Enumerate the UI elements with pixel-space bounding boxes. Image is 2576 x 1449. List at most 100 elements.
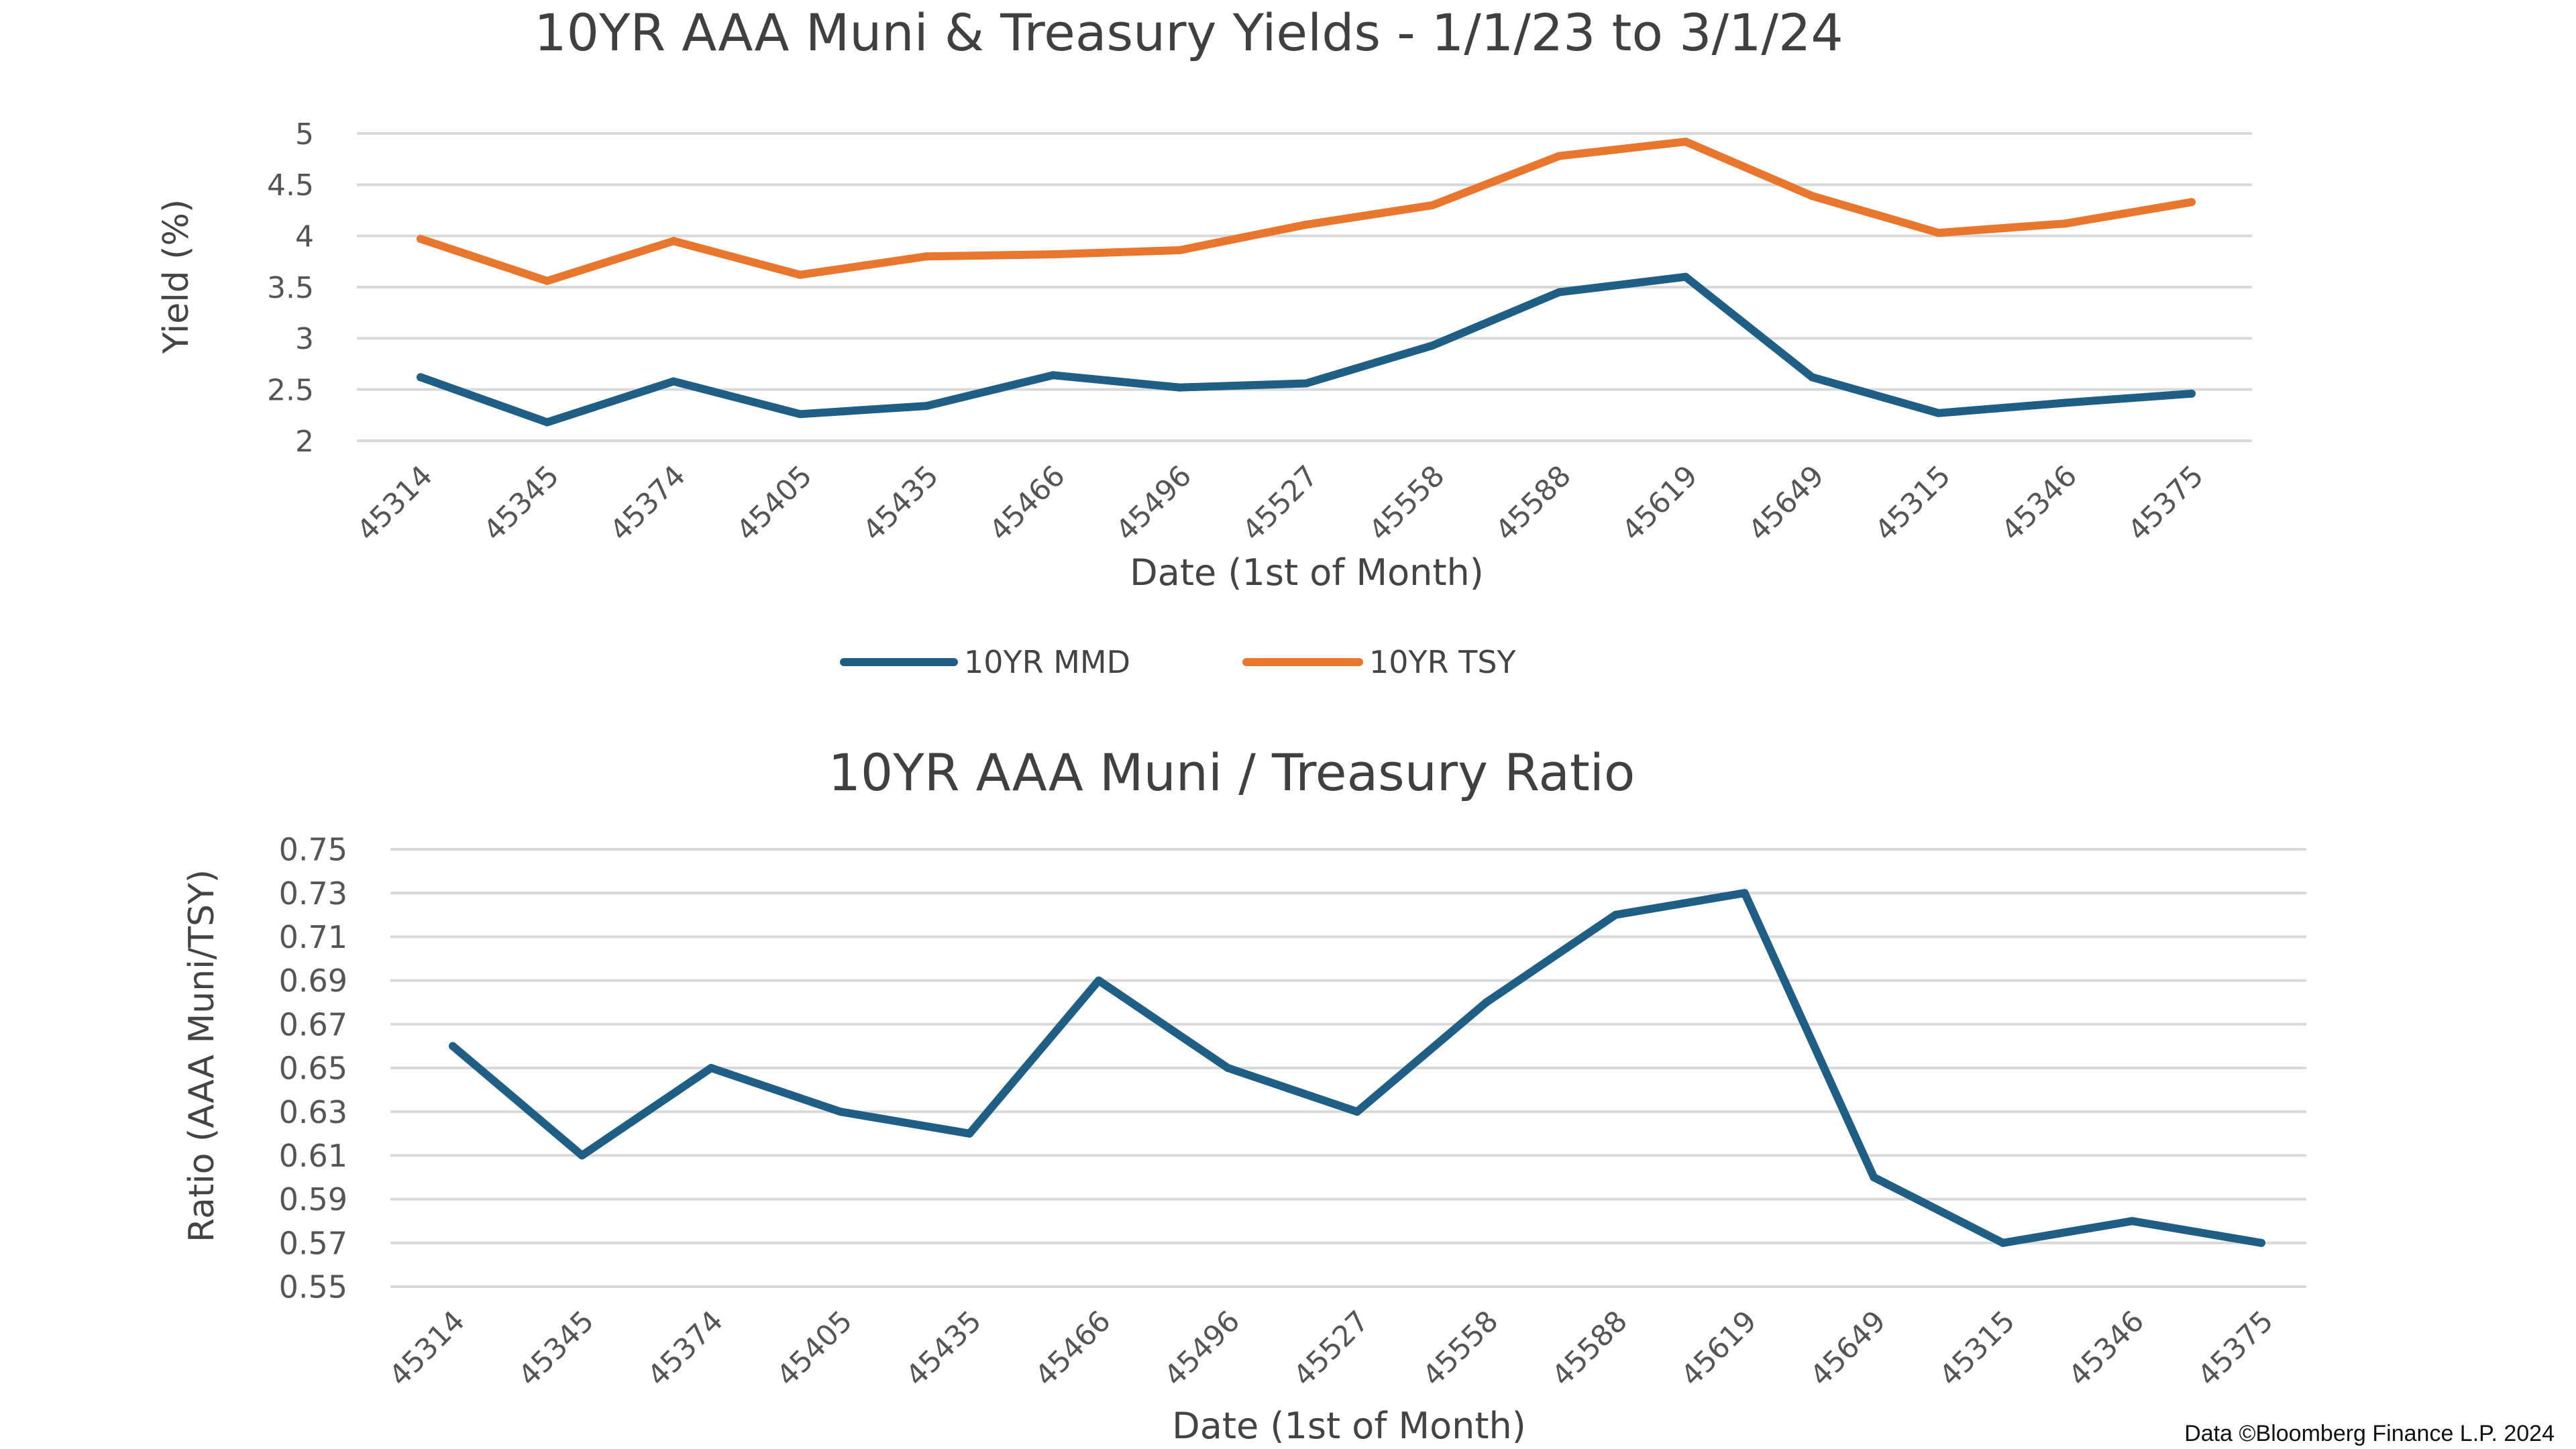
x-tick-label: 45527	[1236, 459, 1325, 547]
y-tick-label: 0.55	[279, 1269, 347, 1305]
x-tick-label: 45314	[383, 1304, 472, 1393]
data-point	[1555, 288, 1564, 297]
y-tick-label: 0.71	[279, 919, 347, 955]
yields-y-tick-labels: 2 2.5 3 3.5 4 4.5 5	[267, 117, 314, 459]
data-point	[1998, 1238, 2007, 1247]
data-point	[1740, 889, 1749, 898]
data-point	[2061, 398, 2070, 407]
data-point	[796, 410, 804, 419]
x-tick-label: 45466	[983, 459, 1072, 547]
data-point	[1049, 250, 1057, 259]
ratio-series	[449, 889, 2265, 1247]
data-point	[1934, 409, 1943, 417]
y-tick-label: 0.61	[279, 1138, 347, 1174]
x-tick-label: 45527	[1287, 1304, 1376, 1393]
y-tick-label: 0.75	[279, 832, 347, 868]
x-tick-label: 45346	[2062, 1304, 2151, 1393]
ratio-chart-title: 10YR AAA Muni / Treasury Ratio	[828, 743, 1635, 802]
source-note: Data ©Bloomberg Finance L.P. 2024	[2184, 1421, 2555, 1446]
x-tick-label: 45405	[730, 459, 818, 547]
y-tick-label: 5	[295, 117, 314, 152]
data-point	[1049, 371, 1057, 380]
data-point	[1870, 1173, 1878, 1181]
data-point	[1175, 383, 1184, 392]
x-tick-label: 45588	[1489, 459, 1578, 547]
data-point	[1352, 1108, 1361, 1116]
x-tick-label: 45496	[1158, 1304, 1246, 1393]
data-point	[1808, 373, 1817, 382]
x-tick-label: 45346	[1995, 459, 2084, 547]
yields-series	[417, 138, 2196, 427]
data-point	[1611, 910, 1620, 919]
x-tick-label: 45374	[604, 459, 692, 547]
data-point	[669, 237, 678, 246]
ratio-x-axis-title: Date (1st of Month)	[1172, 1405, 1526, 1447]
x-tick-label: 45496	[1110, 459, 1198, 547]
yields-legend: 10YR MMD 10YR TSY	[840, 644, 1517, 680]
x-tick-label: 45435	[900, 1304, 988, 1393]
ratio-x-tick-labels: 45314 45345 45374 45405 45435 45466 45496 45527…	[383, 1304, 2280, 1393]
data-point	[1224, 1064, 1232, 1072]
x-tick-label: 45405	[770, 1304, 859, 1393]
y-tick-label: 0.67	[279, 1006, 347, 1042]
x-tick-label: 45345	[512, 1304, 600, 1393]
data-point	[417, 235, 425, 244]
series-line-10yr-mmd	[417, 272, 2196, 427]
y-tick-label: 0.69	[279, 963, 347, 999]
data-point	[922, 402, 931, 411]
series-line-10yr-tsy	[417, 138, 2196, 285]
y-tick-label: 2	[295, 425, 314, 459]
data-point	[796, 270, 804, 279]
x-tick-label: 45375	[2192, 1304, 2280, 1393]
ratio-chart: 10YR AAA Muni / Treasury Ratio 0.55 0.57 0…	[182, 743, 2306, 1447]
y-tick-label: 0.59	[279, 1181, 347, 1218]
data-point	[922, 252, 931, 261]
data-point	[543, 418, 551, 427]
data-point	[2128, 1217, 2137, 1226]
data-point	[836, 1108, 845, 1116]
y-tick-label: 3	[295, 322, 314, 356]
x-tick-label: 45315	[1933, 1304, 2022, 1393]
yields-chart-title: 10YR AAA Muni & Treasury Yields - 1/1/23…	[534, 3, 1843, 62]
yields-x-axis-title: Date (1st of Month)	[1130, 551, 1484, 594]
y-tick-label: 3.5	[267, 271, 314, 305]
data-point	[2187, 198, 2196, 207]
ratio-gridlines	[390, 848, 2306, 1288]
y-tick-label: 0.73	[279, 875, 347, 912]
data-point	[1681, 272, 1690, 281]
yields-y-axis-title: Yield (%)	[156, 199, 197, 354]
data-point	[2061, 219, 2070, 228]
yields-x-tick-labels: 45314 45345 45374 45405 45435 45466 45496 45527…	[351, 459, 2210, 547]
ratio-y-tick-labels: 0.55 0.57 0.59 0.61 0.63 0.65 0.67 0.69 0.71 0.73…	[279, 832, 347, 1305]
y-tick-label: 4	[295, 220, 314, 254]
data-point	[1428, 341, 1437, 350]
x-tick-label: 45649	[1804, 1304, 1892, 1393]
data-point	[1301, 220, 1310, 229]
data-point	[1482, 998, 1491, 1007]
x-tick-label: 45435	[857, 459, 945, 547]
data-point	[1555, 152, 1564, 160]
ratio-y-axis-title: Ratio (AAA Muni/TSY)	[182, 869, 222, 1242]
legend-label: 10YR TSY	[1369, 644, 1517, 680]
data-point	[1934, 229, 1943, 237]
x-tick-label: 45375	[2122, 459, 2210, 547]
data-point	[417, 373, 425, 382]
y-tick-label: 0.57	[279, 1225, 347, 1261]
yields-chart: 10YR AAA Muni & Treasury Yields - 1/1/23…	[156, 3, 2252, 680]
x-tick-label: 45558	[1416, 1304, 1505, 1393]
yields-gridlines	[357, 132, 2252, 442]
data-point	[1094, 976, 1103, 985]
x-tick-label: 45558	[1362, 459, 1451, 547]
x-tick-label: 45374	[641, 1304, 730, 1393]
data-point	[1681, 138, 1690, 146]
x-tick-label: 45649	[1742, 459, 1831, 547]
y-tick-label: 2.5	[267, 374, 314, 408]
data-point	[1301, 379, 1310, 388]
data-point	[449, 1042, 457, 1051]
data-point	[669, 377, 678, 386]
x-tick-label: 45345	[477, 459, 566, 547]
data-point	[578, 1151, 586, 1160]
y-tick-label: 0.63	[279, 1094, 347, 1130]
